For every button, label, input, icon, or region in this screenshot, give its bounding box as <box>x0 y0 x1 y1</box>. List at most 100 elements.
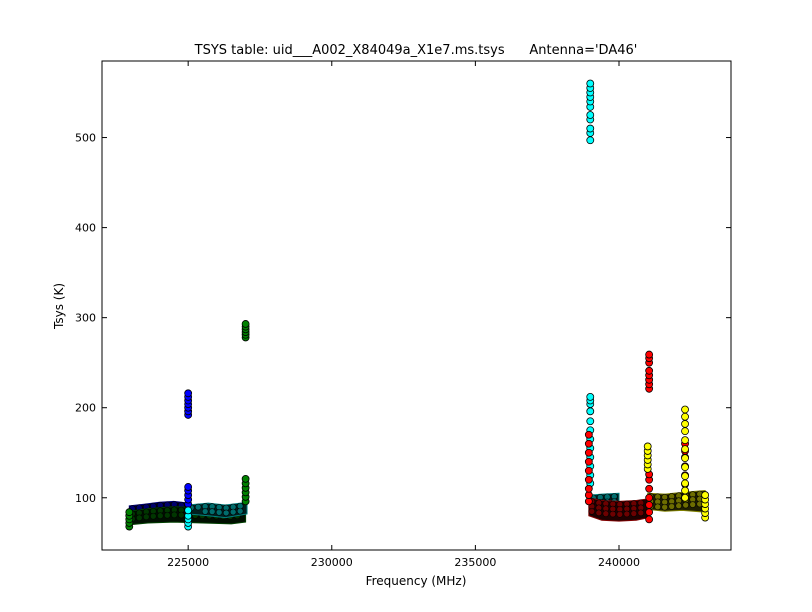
data-point <box>586 79 595 88</box>
data-band <box>588 497 650 522</box>
data-point <box>603 493 611 501</box>
data-point <box>689 491 697 498</box>
data-point <box>681 405 689 414</box>
data-spike <box>701 491 710 522</box>
data-point <box>163 511 171 519</box>
data-point <box>675 497 683 505</box>
data-spike <box>645 350 654 524</box>
data-point <box>201 503 209 510</box>
data-point <box>588 508 596 515</box>
axis-ticks: 225000 230000 235000 240000 100 200 300 400 500 <box>75 61 731 569</box>
y-tick-label: 400 <box>75 222 96 235</box>
data-point <box>645 501 654 509</box>
data-point <box>616 511 624 518</box>
data-point <box>595 499 603 507</box>
data-point <box>149 512 157 520</box>
data-point <box>609 505 617 513</box>
plot-frame <box>101 60 732 551</box>
data-point <box>630 505 638 512</box>
data-point <box>602 510 610 517</box>
x-axis-title: Frequency (MHz) <box>366 574 467 588</box>
data-point <box>681 436 689 445</box>
data-point <box>170 506 178 514</box>
data-point <box>654 493 662 501</box>
y-tick-label: 100 <box>75 492 96 505</box>
data-spike <box>184 506 193 531</box>
data-point <box>645 508 654 517</box>
data-band <box>647 490 706 513</box>
data-point <box>156 512 164 520</box>
data-point <box>645 484 654 493</box>
data-point <box>170 511 178 519</box>
data-point <box>681 486 689 495</box>
x-tick-label: 235000 <box>454 556 496 569</box>
data-spike <box>643 442 652 473</box>
data-point <box>661 493 669 501</box>
data-point <box>586 111 595 119</box>
data-point <box>681 412 689 421</box>
data-point <box>184 483 193 491</box>
data-point <box>586 417 595 426</box>
data-point <box>675 492 683 500</box>
data-point <box>682 501 690 509</box>
data-point <box>637 504 645 512</box>
data-spike <box>681 405 689 502</box>
y-tick-label: 500 <box>75 132 96 145</box>
data-point <box>135 509 143 517</box>
data-point <box>584 484 593 493</box>
data-marks <box>125 79 710 531</box>
data-spike <box>584 430 593 506</box>
data-point <box>681 472 689 481</box>
data-point <box>135 514 143 522</box>
data-point <box>208 508 216 515</box>
data-point <box>668 493 676 500</box>
y-axis-title: Tsys (K) <box>52 283 66 330</box>
data-point <box>681 454 689 463</box>
data-point <box>654 503 662 511</box>
chart-title: TSYS table: uid___A002_X84049a_X1e7.ms.t… <box>194 43 638 58</box>
data-point <box>222 509 230 517</box>
data-spike <box>184 389 193 508</box>
data-point <box>668 503 676 510</box>
data-point <box>163 506 171 514</box>
data-point <box>177 511 185 519</box>
data-point <box>215 504 223 511</box>
data-point <box>241 474 250 483</box>
data-point <box>595 509 603 517</box>
data-point <box>229 508 237 516</box>
data-point <box>681 463 689 472</box>
data-point <box>637 509 645 517</box>
data-point <box>241 320 250 328</box>
data-point <box>701 491 710 499</box>
y-tick-label: 300 <box>75 312 96 325</box>
data-point <box>681 493 689 502</box>
y-tick-label: 200 <box>75 402 96 415</box>
data-point <box>184 389 193 398</box>
data-point <box>602 505 610 512</box>
data-point <box>637 499 645 507</box>
data-point <box>616 501 624 508</box>
data-point <box>645 515 654 524</box>
data-point <box>616 506 624 513</box>
data-point <box>681 479 689 488</box>
data-point <box>630 500 638 507</box>
data-point <box>586 407 595 416</box>
data-spike <box>241 320 250 506</box>
data-point <box>584 475 593 484</box>
data-point <box>215 509 223 516</box>
data-point <box>222 504 230 512</box>
data-point <box>630 510 638 517</box>
x-tick-label: 225000 <box>167 556 209 569</box>
data-point <box>645 366 654 375</box>
data-point <box>661 498 669 506</box>
data-point <box>229 503 237 511</box>
data-point <box>125 508 134 517</box>
data-point <box>645 493 654 502</box>
data-point <box>609 510 617 518</box>
data-point <box>142 508 150 516</box>
data-point <box>654 498 662 506</box>
data-point <box>584 439 593 448</box>
data-point <box>586 136 595 145</box>
data-point <box>681 420 689 428</box>
